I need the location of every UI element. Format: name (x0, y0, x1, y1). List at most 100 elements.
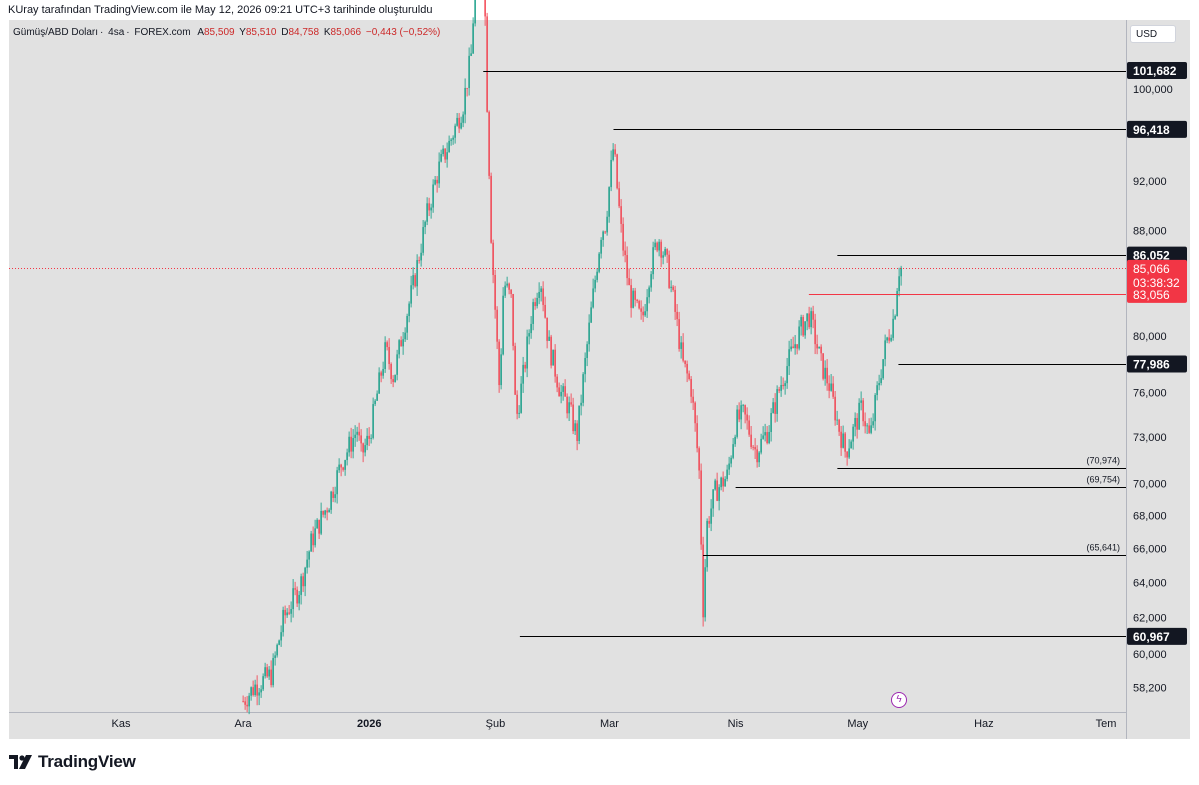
candle (434, 175, 436, 186)
candle (514, 342, 516, 396)
candle (326, 507, 328, 521)
price-axis-labels: 101,682 96,418 86,052 83,056 77,986 60,967 85,… (1127, 62, 1187, 645)
candle (264, 662, 266, 679)
candle (578, 405, 580, 445)
candle (244, 696, 246, 710)
candle (640, 300, 642, 320)
candle (440, 149, 442, 163)
candle (540, 286, 542, 302)
time-axis[interactable] (9, 712, 1126, 739)
candle (412, 267, 414, 290)
candle (824, 360, 826, 386)
candle (610, 150, 612, 192)
candle (596, 268, 598, 283)
candle (776, 385, 778, 422)
candle (738, 402, 740, 423)
symbol-name: Gümüş/ABD Doları (13, 27, 99, 38)
currency-selector[interactable]: USD (1130, 25, 1176, 43)
candle (284, 605, 286, 624)
candle (664, 246, 666, 257)
candle (642, 306, 644, 323)
candle (274, 651, 276, 666)
candle (520, 376, 522, 414)
candle (890, 334, 892, 343)
candle (470, 44, 472, 57)
candle (266, 663, 268, 678)
candle (382, 361, 384, 379)
candle (546, 317, 548, 349)
candle (456, 113, 458, 127)
price-axis[interactable] (1126, 20, 1190, 739)
candle (492, 239, 494, 284)
candle (536, 292, 538, 309)
plot-area (9, 20, 1126, 712)
candle (736, 405, 738, 439)
candle (260, 685, 262, 698)
candle (878, 374, 880, 391)
candle (712, 489, 714, 517)
time-tick-label: Tem (1096, 718, 1117, 730)
candle (468, 47, 470, 96)
candle (296, 586, 298, 608)
candle (684, 360, 686, 368)
candle (304, 566, 306, 597)
candle (502, 287, 504, 356)
level-price-badge: 77,986 (1127, 355, 1187, 373)
candle (424, 220, 426, 235)
candle (630, 278, 632, 318)
candle (394, 374, 396, 383)
high-label: Y (239, 27, 246, 38)
price-tick-label: 80,000 (1133, 331, 1167, 343)
candle (620, 199, 622, 233)
candle (290, 601, 292, 623)
candle (786, 357, 788, 389)
candle (880, 369, 882, 386)
candle (686, 360, 688, 383)
candle (446, 142, 448, 168)
candle (554, 344, 556, 383)
flash-icon[interactable]: ϟ (891, 692, 907, 708)
candle (548, 330, 550, 341)
candle (894, 314, 896, 321)
candle (490, 172, 492, 244)
candle (344, 459, 346, 476)
candle (802, 314, 804, 337)
symbol-legend[interactable]: Gümüş/ABD Doları · 4sa · FOREX.com A85,509… (13, 27, 441, 38)
candle (704, 559, 706, 622)
candle (588, 314, 590, 352)
candle (746, 407, 748, 430)
candle (666, 248, 668, 263)
candle (430, 203, 432, 219)
candle (254, 679, 256, 697)
candle (612, 143, 614, 162)
candle (504, 281, 506, 298)
candle (292, 579, 294, 618)
candle (654, 239, 656, 251)
candle (370, 434, 372, 444)
candle (614, 144, 616, 157)
candle (568, 396, 570, 422)
candle (252, 680, 254, 697)
price-badge-text: 83,056 (1133, 288, 1170, 302)
candle (864, 412, 866, 434)
candle (808, 306, 810, 330)
candle (416, 254, 418, 296)
candle (794, 335, 796, 355)
candle (474, 0, 476, 27)
candle (310, 530, 312, 552)
low-label: D (281, 27, 289, 38)
tradingview-brand[interactable]: TradingView (9, 751, 136, 773)
candle (560, 384, 562, 404)
candle (396, 349, 398, 381)
chart-attribution: KUray tarafından TradingView.com ile May… (8, 4, 433, 16)
candle (436, 176, 438, 193)
price-tick-label: 66,000 (1133, 544, 1167, 556)
candle (378, 367, 380, 394)
candle (366, 428, 368, 451)
candle (858, 398, 860, 430)
candle (262, 673, 264, 692)
candle (398, 339, 400, 359)
candle (694, 401, 696, 432)
candle (464, 78, 466, 124)
